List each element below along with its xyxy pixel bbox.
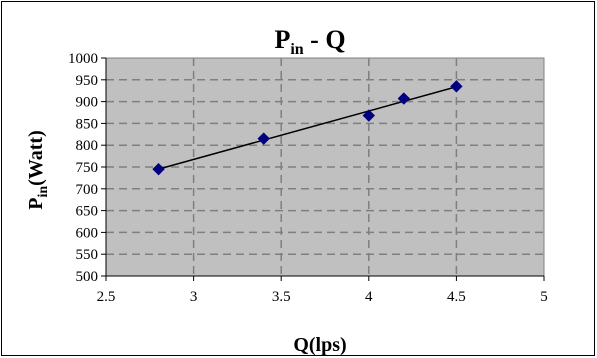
x-tick-label: 4.5 [447, 289, 466, 305]
y-tick-label: 700 [76, 182, 99, 198]
data-point-marker [257, 132, 270, 145]
x-tick-label: 5 [540, 289, 548, 305]
data-points [152, 80, 463, 176]
x-tick-label: 2.5 [97, 289, 116, 305]
y-tick-label: 900 [76, 95, 99, 111]
data-point-marker [397, 92, 411, 105]
data-point-marker [362, 109, 376, 122]
x-tick-labels: 2.5 3 3.5 4 4.5 5 [97, 276, 548, 305]
y-tick-label: 950 [76, 73, 99, 89]
chart-title: Pin - Q [274, 25, 345, 58]
y-tick-label: 850 [76, 116, 99, 132]
y-axis-label: Pin(Watt) [25, 130, 51, 209]
data-point-marker [152, 162, 165, 176]
plot-area: 500 550 600 650 700 750 800 850 900 950 1000 2.5 3 3… [68, 51, 548, 305]
x-tick-label: 3.5 [272, 289, 291, 305]
y-tick-label: 750 [76, 160, 99, 176]
y-tick-label: 600 [76, 225, 99, 241]
y-tick-label: 800 [76, 138, 99, 154]
y-tick-label: 550 [76, 247, 99, 263]
y-tick-labels: 500 550 600 650 700 750 800 850 900 950 1000 [68, 51, 106, 285]
x-axis-label: Q(lps) [293, 334, 346, 356]
y-tick-label: 500 [76, 269, 99, 285]
x-tick-label: 3 [190, 289, 198, 305]
y-tick-label: 650 [76, 204, 99, 220]
x-tick-label: 4 [365, 289, 373, 305]
grid [105, 57, 545, 277]
y-tick-label: 1000 [68, 51, 98, 67]
data-point-marker [450, 80, 463, 93]
